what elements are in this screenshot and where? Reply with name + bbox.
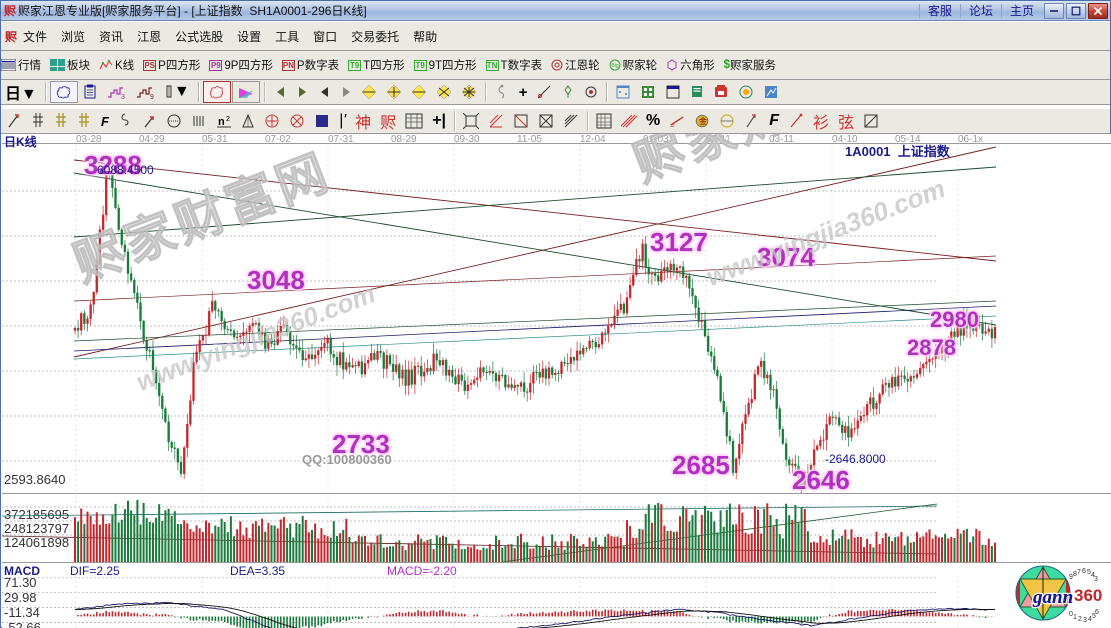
svg-text:2: 2 [1078,616,1082,623]
svg-text:金: 金 [699,116,707,126]
svg-text:6: 6 [1095,609,1099,616]
svg-text:7: 7 [1077,569,1081,576]
svg-text:360: 360 [1074,586,1102,605]
svg-text:3: 3 [1083,617,1087,624]
svg-text:Big: Big [611,63,618,69]
svg-text:9: 9 [150,94,154,100]
svg-text:1: 1 [1073,614,1077,621]
svg-text:=: = [670,121,675,129]
svg-text:3: 3 [121,94,125,100]
svg-text:gann: gann [1032,587,1073,608]
svg-text:n: n [218,116,225,128]
svg-text:2: 2 [226,116,230,123]
svg-text:6: 6 [1082,568,1086,575]
svg-text:3: 3 [1094,576,1098,583]
